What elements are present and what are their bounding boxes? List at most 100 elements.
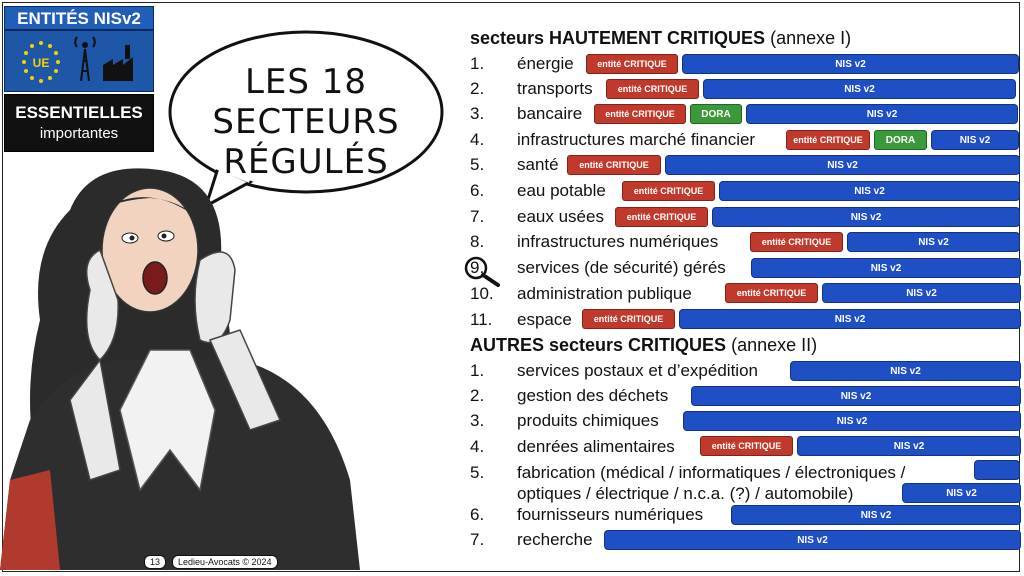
- tags-row-7: entité CRITIQUE NIS v2: [615, 207, 1020, 227]
- item-label: administration publique: [517, 284, 692, 303]
- list-item: 5. santé: [470, 154, 559, 176]
- item-label: recherche: [517, 530, 593, 549]
- tags-row-6: entité CRITIQUE NIS v2: [622, 181, 1020, 201]
- critique-tag: entité CRITIQUE: [594, 104, 686, 124]
- list-item: 8. infrastructures numériques: [470, 231, 718, 253]
- critique-tag: entité CRITIQUE: [606, 79, 699, 99]
- tags-row-2: entité CRITIQUE NIS v2: [606, 79, 1016, 99]
- tags-row-5: entité CRITIQUE NIS v2: [567, 155, 1020, 175]
- importantes-label: importantes: [39, 125, 119, 142]
- item-label: eau potable: [517, 181, 606, 200]
- critique-tag: entité CRITIQUE: [615, 207, 708, 227]
- section-2-title-rest: (annexe II): [731, 335, 818, 355]
- list-item: 1. énergie: [470, 53, 574, 75]
- item-number: 7.: [470, 530, 485, 549]
- eu-label: UE: [33, 56, 50, 70]
- section-1-title-rest: (annexe I): [770, 28, 852, 48]
- list-item: 3. bancaire: [470, 103, 582, 125]
- nis-tag: NIS v2: [822, 283, 1021, 303]
- list-item: 5. fabrication (médical / informatiques /…: [470, 462, 905, 484]
- item-label: espace: [517, 310, 572, 329]
- credit: 13 Ledieu-Avocats © 2024: [144, 555, 278, 569]
- item-label: infrastructures numériques: [517, 232, 719, 251]
- item-number: 5.: [470, 155, 485, 174]
- item-label: fabrication (médical / informatiques / é…: [517, 463, 906, 482]
- page-number: 13: [144, 555, 167, 569]
- item-number: 6.: [470, 505, 485, 524]
- section-1-title: secteurs HAUTEMENT CRITIQUES (annexe I): [470, 28, 851, 49]
- nis-tag: NIS v2: [902, 483, 1021, 503]
- list-item: 6. eau potable: [470, 180, 606, 202]
- item-number: 9.: [470, 258, 485, 277]
- magnifier-icon: [464, 256, 500, 287]
- list-item: 2. transports: [470, 78, 593, 100]
- list-item: 4. denrées alimentaires: [470, 436, 675, 458]
- item-label: infrastructures marché financier: [517, 130, 756, 149]
- critique-tag: entité CRITIQUE: [582, 309, 675, 329]
- essential-important-badge: ESSENTIELLES importantes: [4, 94, 154, 152]
- nis-tag: NIS v2: [719, 181, 1020, 201]
- tags-row-8: entité CRITIQUE NIS v2: [750, 232, 1020, 252]
- tags-row-11: entité CRITIQUE NIS v2: [582, 309, 1021, 329]
- item-label: bancaire: [517, 104, 583, 123]
- nis-tag: NIS v2: [683, 411, 1021, 431]
- tags-row-1: entité CRITIQUE NIS v2: [586, 54, 1019, 74]
- critique-tag: entité CRITIQUE: [622, 181, 715, 201]
- item-number: 8.: [470, 232, 485, 251]
- item-label: denrées alimentaires: [517, 437, 675, 456]
- list-item: 4. infrastructures marché financier: [470, 129, 755, 151]
- section-2-title: AUTRES secteurs CRITIQUES (annexe II): [470, 335, 817, 356]
- list-item: 10. administration publique: [470, 283, 692, 305]
- nis-tag: NIS v2: [712, 207, 1020, 227]
- speech-bubble: [168, 30, 444, 210]
- item-number: 4.: [470, 130, 485, 149]
- item-label: optiques / électrique / n.c.a. (?) / aut…: [517, 484, 854, 503]
- list-item: 6. fournisseurs numériques: [470, 504, 703, 526]
- critique-tag: entité CRITIQUE: [567, 155, 661, 175]
- section-2-title-bold: AUTRES secteurs CRITIQUES: [470, 335, 727, 355]
- item-label: services (de sécurité) gérés: [517, 258, 726, 277]
- item-number: 2.: [470, 79, 485, 98]
- item-label: services postaux et d’expédition: [517, 361, 758, 380]
- author-credit: Ledieu-Avocats © 2024: [172, 555, 278, 569]
- nis-tag: NIS v2: [751, 258, 1021, 278]
- tags-row-13: NIS v2: [691, 386, 1021, 406]
- bubble-text: LES 18 SECTEURS RÉGULÉS: [166, 62, 446, 182]
- list-item: 2. gestion des déchets: [470, 385, 668, 407]
- list-item: 3. produits chimiques: [470, 410, 659, 432]
- nis-tag: NIS v2: [682, 54, 1019, 74]
- nis-tag: NIS v2: [931, 130, 1019, 150]
- item-label: santé: [517, 155, 559, 174]
- item-label: transports: [517, 79, 593, 98]
- tags-row-12: NIS v2: [790, 361, 1021, 381]
- nis-tag: NIS v2: [703, 79, 1016, 99]
- tags-row-14: NIS v2: [683, 411, 1021, 431]
- item-number: 5.: [470, 463, 485, 482]
- list-item: 1. services postaux et d’expédition: [470, 360, 758, 382]
- eu-flag-icon: UE: [5, 31, 153, 91]
- list-item: 11. espace: [470, 309, 572, 331]
- item-number: 1.: [470, 361, 485, 380]
- item-label: fournisseurs numériques: [517, 505, 704, 524]
- tags-row-9: NIS v2: [751, 258, 1021, 278]
- list-item: 7. recherche: [470, 529, 593, 551]
- tags-row-16a: [974, 460, 1020, 480]
- section-1-title-bold: secteurs HAUTEMENT CRITIQUES: [470, 28, 766, 48]
- nis-tag: NIS v2: [797, 436, 1021, 456]
- item-number: 11.: [470, 310, 493, 329]
- tags-row-16b: NIS v2: [902, 483, 1021, 503]
- list-item: 9. services (de sécurité) gérés: [470, 257, 726, 279]
- item-number: 2.: [470, 386, 485, 405]
- tags-row-10: entité CRITIQUE NIS v2: [725, 283, 1021, 303]
- tags-row-18: NIS v2: [604, 530, 1021, 550]
- item-number: 3.: [470, 104, 485, 123]
- item-label: gestion des déchets: [517, 386, 669, 405]
- critique-tag: entité CRITIQUE: [586, 54, 678, 74]
- critique-tag: entité CRITIQUE: [750, 232, 843, 252]
- nis-tag: NIS v2: [691, 386, 1021, 406]
- item-label: produits chimiques: [517, 411, 659, 430]
- item-label: énergie: [517, 54, 574, 73]
- item-number: 1.: [470, 54, 485, 73]
- tags-row-3: entité CRITIQUE DORA NIS v2: [594, 104, 1018, 124]
- critique-tag: entité CRITIQUE: [786, 130, 870, 150]
